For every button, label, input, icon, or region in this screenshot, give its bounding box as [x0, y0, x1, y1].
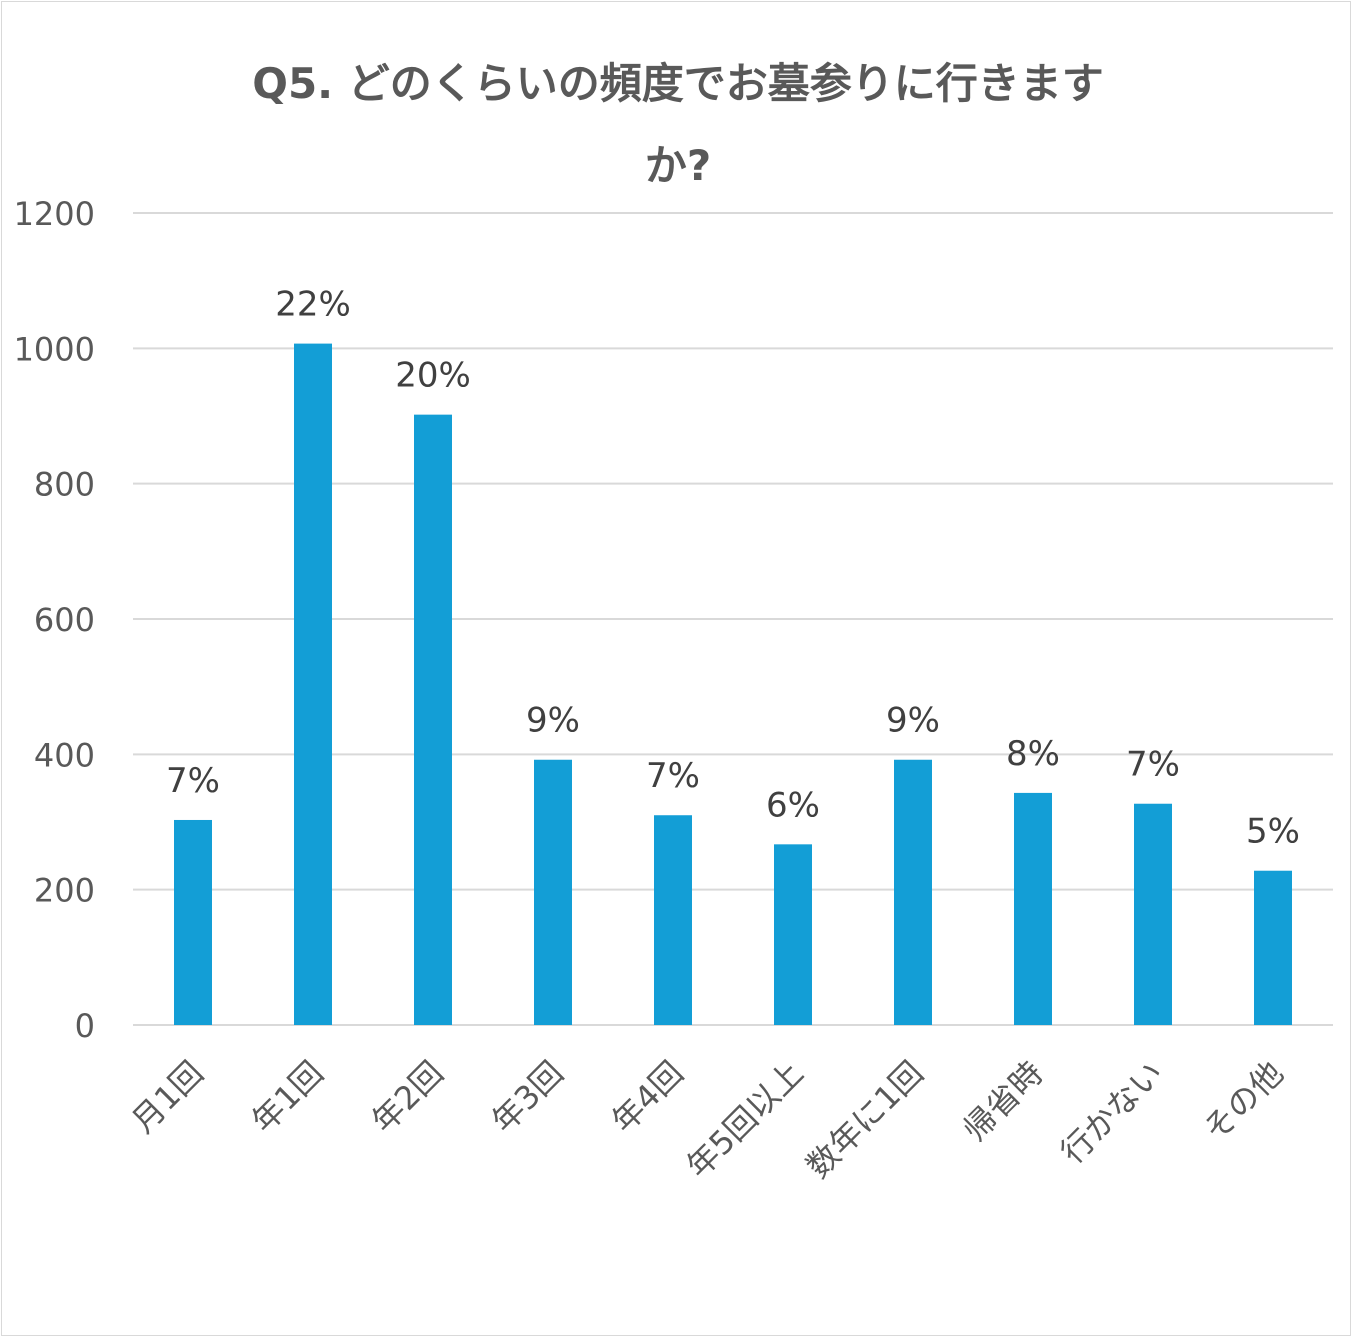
- x-category-label: 数年に1回: [799, 1054, 931, 1186]
- bar: [894, 759, 932, 1025]
- data-label: 9%: [526, 701, 580, 741]
- chart-title-line-2: か?: [645, 141, 711, 190]
- y-tick-label: 1200: [14, 195, 95, 233]
- y-tick-label: 1000: [14, 330, 95, 368]
- bar: [294, 343, 332, 1025]
- x-category-label: 年3回: [484, 1054, 571, 1141]
- data-label: 7%: [166, 761, 220, 801]
- data-label: 9%: [886, 701, 940, 741]
- bar: [174, 819, 212, 1025]
- x-category-label: 年1回: [244, 1054, 331, 1141]
- bar: [654, 815, 692, 1025]
- data-label: 6%: [766, 785, 820, 825]
- chart-title-line-1: Q5. どのくらいの頻度でお墓参りに行きます: [252, 59, 1104, 108]
- bar-series: [174, 343, 1292, 1025]
- data-label: 7%: [646, 756, 700, 796]
- bar: [1134, 803, 1172, 1025]
- x-category-label: 年5回以上: [679, 1054, 811, 1186]
- data-label: 7%: [1126, 745, 1180, 785]
- data-label: 8%: [1006, 734, 1060, 774]
- y-tick-label: 600: [34, 601, 95, 639]
- gridlines: [133, 212, 1333, 1026]
- x-category-label: 年4回: [604, 1054, 691, 1141]
- data-label: 20%: [395, 356, 471, 396]
- bar: [774, 844, 812, 1025]
- x-category-label: 帰省時: [956, 1054, 1051, 1149]
- y-axis-ticks: 0 200 400 600 800 1000 1200: [14, 195, 95, 1045]
- x-category-label: 行かない: [1053, 1054, 1170, 1171]
- y-tick-label: 0: [75, 1007, 95, 1045]
- data-label: 22%: [275, 285, 351, 325]
- x-category-label: その他: [1196, 1054, 1291, 1149]
- x-category-label: 年2回: [364, 1054, 451, 1141]
- data-label: 5%: [1246, 812, 1300, 852]
- bar: [1254, 870, 1292, 1025]
- y-tick-label: 200: [34, 872, 95, 910]
- x-category-label: 月1回: [124, 1054, 211, 1141]
- y-tick-label: 800: [34, 466, 95, 504]
- bar: [414, 414, 452, 1025]
- bar: [1014, 792, 1052, 1025]
- y-tick-label: 400: [34, 736, 95, 774]
- bar: [534, 759, 572, 1025]
- data-labels: 7% 22% 20% 9% 7% 6% 9% 8% 7% 5%: [166, 285, 1300, 852]
